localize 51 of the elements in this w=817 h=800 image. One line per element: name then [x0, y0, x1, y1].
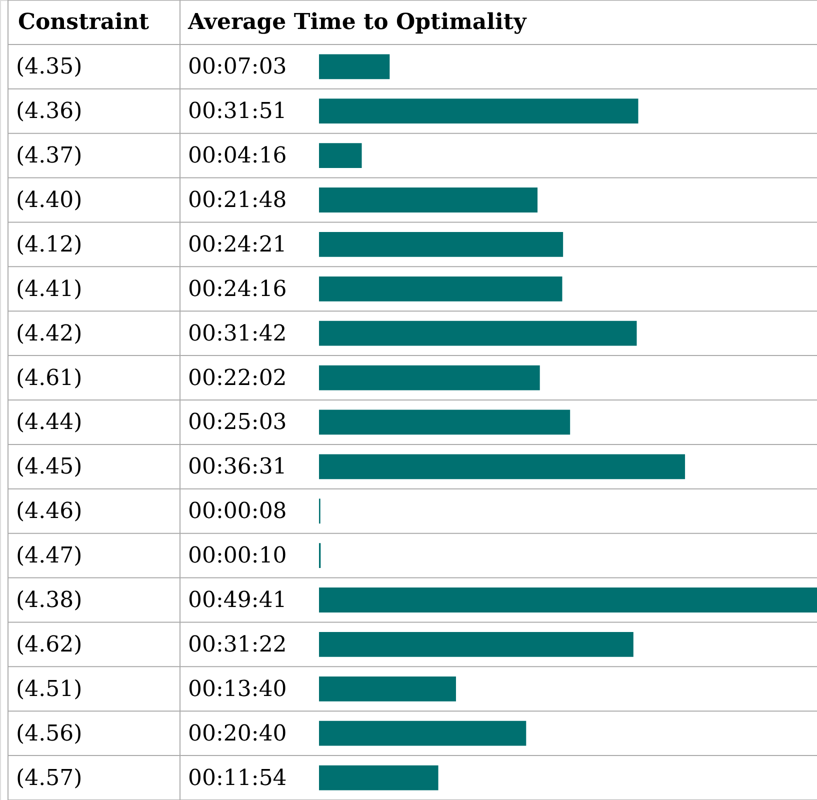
- data-label: 00:31:51: [188, 99, 287, 124]
- y-tick-label: (4.46): [16, 499, 82, 524]
- data-label: 00:31:22: [188, 632, 287, 658]
- data-label: 00:20:40: [188, 721, 287, 746]
- data-label: 00:13:40: [188, 676, 287, 702]
- bar: [319, 143, 362, 168]
- y-tick-label: (4.38): [16, 588, 82, 613]
- y-tick-label: (4.40): [16, 188, 82, 213]
- data-label: 00:11:54: [188, 766, 287, 791]
- y-tick-label: (4.56): [16, 721, 82, 746]
- bar: [319, 98, 638, 124]
- bar: [319, 232, 564, 257]
- y-tick-label: (4.61): [16, 366, 82, 391]
- y-tick-label: (4.36): [16, 99, 82, 124]
- bar: [319, 365, 540, 390]
- x-axis-title: Average Time to Optimality: [187, 9, 528, 36]
- bar: [319, 276, 562, 302]
- y-tick-label: (4.12): [16, 232, 82, 258]
- bar: [319, 410, 570, 435]
- bar: [319, 676, 456, 702]
- data-label: 00:25:03: [188, 410, 287, 436]
- bar: [319, 588, 817, 612]
- y-tick-label: (4.51): [16, 676, 82, 702]
- bar: [319, 720, 526, 746]
- y-tick-label: (4.44): [16, 410, 82, 436]
- bar: [319, 320, 637, 346]
- data-label: 00:24:21: [188, 232, 287, 258]
- data-label: 00:22:02: [188, 366, 287, 391]
- y-tick-label: (4.62): [16, 632, 82, 658]
- data-label: 00:00:08: [188, 499, 287, 524]
- y-tick-label: (4.41): [16, 276, 82, 302]
- y-axis-title: Constraint: [18, 9, 150, 36]
- data-label: 00:21:48: [188, 188, 287, 213]
- data-label: 00:24:16: [188, 276, 287, 302]
- data-label: 00:00:10: [188, 544, 287, 569]
- bar: [319, 54, 390, 80]
- data-label: 00:36:31: [188, 454, 287, 480]
- bar: [319, 765, 438, 790]
- bar: [319, 188, 538, 212]
- y-tick-label: (4.42): [16, 321, 82, 346]
- bar: [319, 632, 634, 657]
- data-label: 00:04:16: [188, 144, 287, 169]
- y-tick-label: (4.47): [16, 544, 82, 569]
- y-tick-label: (4.45): [16, 454, 82, 480]
- y-tick-label: (4.37): [16, 144, 82, 169]
- bar: [319, 454, 686, 480]
- y-tick-label: (4.57): [16, 766, 82, 791]
- y-tick-label: (4.35): [16, 54, 82, 80]
- data-label: 00:31:42: [188, 321, 287, 346]
- data-label: 00:07:03: [188, 54, 287, 80]
- data-label: 00:49:41: [188, 588, 287, 613]
